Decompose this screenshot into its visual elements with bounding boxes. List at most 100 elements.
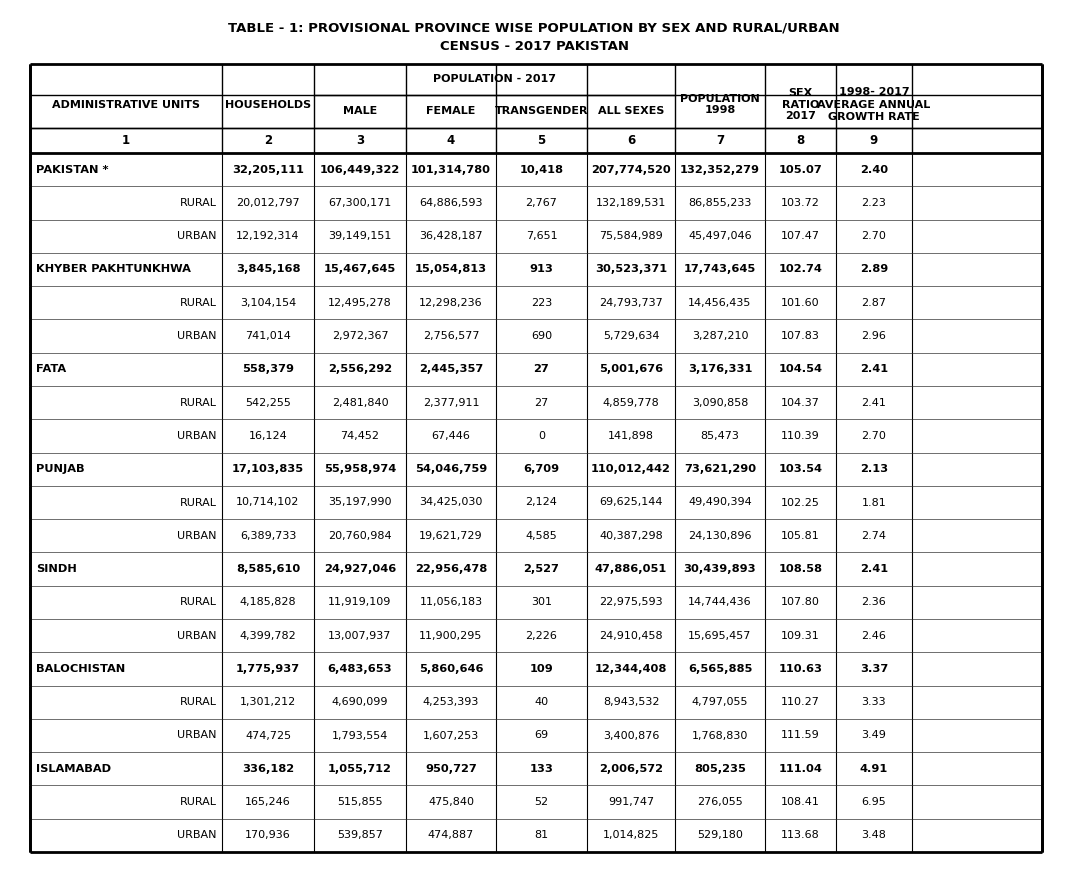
- Text: 3.49: 3.49: [862, 731, 886, 740]
- Text: 539,857: 539,857: [337, 830, 383, 840]
- Text: 2.40: 2.40: [860, 165, 889, 174]
- Text: 39,149,151: 39,149,151: [328, 231, 392, 241]
- Text: 103.72: 103.72: [781, 198, 820, 208]
- Text: 17,103,835: 17,103,835: [232, 465, 304, 474]
- Text: 15,695,457: 15,695,457: [688, 631, 752, 641]
- Text: 474,725: 474,725: [245, 731, 292, 740]
- Text: 69: 69: [534, 731, 549, 740]
- Text: PAKISTAN *: PAKISTAN *: [36, 165, 109, 174]
- Text: 24,130,896: 24,130,896: [688, 530, 752, 541]
- Text: 3,176,331: 3,176,331: [688, 364, 752, 375]
- Text: 34,425,030: 34,425,030: [420, 498, 483, 507]
- Text: 110.63: 110.63: [779, 664, 822, 674]
- Text: 2.89: 2.89: [860, 264, 889, 274]
- Text: HOUSEHOLDS: HOUSEHOLDS: [225, 100, 311, 109]
- Text: 81: 81: [534, 830, 549, 840]
- Text: 2.96: 2.96: [862, 331, 886, 341]
- Text: 49,490,394: 49,490,394: [688, 498, 752, 507]
- Text: 7: 7: [716, 134, 724, 147]
- Text: ADMINISTRATIVE UNITS: ADMINISTRATIVE UNITS: [52, 100, 200, 109]
- Text: 2,445,357: 2,445,357: [419, 364, 483, 375]
- Text: 207,774,520: 207,774,520: [591, 165, 671, 174]
- Text: 108.41: 108.41: [781, 797, 820, 807]
- Text: 2,226: 2,226: [525, 631, 557, 641]
- Text: 690: 690: [531, 331, 552, 341]
- Text: 3.48: 3.48: [862, 830, 886, 840]
- Text: 107.80: 107.80: [781, 597, 820, 607]
- Text: 2.70: 2.70: [862, 431, 886, 441]
- Text: 32,205,111: 32,205,111: [232, 165, 304, 174]
- Text: URBAN: URBAN: [177, 830, 217, 840]
- Text: 4.91: 4.91: [860, 764, 889, 773]
- Text: 105.81: 105.81: [781, 530, 820, 541]
- Text: 111.04: 111.04: [779, 764, 822, 773]
- Text: 223: 223: [531, 298, 552, 308]
- Text: 110.27: 110.27: [781, 697, 820, 708]
- Text: 24,793,737: 24,793,737: [599, 298, 663, 308]
- Text: 1,768,830: 1,768,830: [692, 731, 749, 740]
- Text: 141,898: 141,898: [608, 431, 654, 441]
- Text: 27: 27: [534, 364, 549, 375]
- Text: 6: 6: [627, 134, 635, 147]
- Text: MALE: MALE: [343, 107, 377, 117]
- Text: 85,473: 85,473: [701, 431, 739, 441]
- Text: 515,855: 515,855: [337, 797, 382, 807]
- Text: 542,255: 542,255: [245, 398, 290, 408]
- Text: 2.23: 2.23: [862, 198, 886, 208]
- Text: 6.95: 6.95: [862, 797, 886, 807]
- Text: 3.37: 3.37: [860, 664, 889, 674]
- Text: 4,859,778: 4,859,778: [602, 398, 659, 408]
- Text: 6,483,653: 6,483,653: [328, 664, 392, 674]
- Text: 13,007,937: 13,007,937: [328, 631, 392, 641]
- Text: 110.39: 110.39: [781, 431, 820, 441]
- Text: 2.46: 2.46: [862, 631, 886, 641]
- Text: 170,936: 170,936: [246, 830, 290, 840]
- Text: 101.60: 101.60: [781, 298, 820, 308]
- Text: 105.07: 105.07: [779, 165, 822, 174]
- Text: 1.81: 1.81: [862, 498, 886, 507]
- Text: 2.41: 2.41: [860, 364, 889, 375]
- Text: 7,651: 7,651: [525, 231, 557, 241]
- Text: 3,287,210: 3,287,210: [692, 331, 749, 341]
- Text: 15,054,813: 15,054,813: [415, 264, 487, 274]
- Text: 64,886,593: 64,886,593: [420, 198, 483, 208]
- Text: 47,886,051: 47,886,051: [595, 564, 668, 574]
- Text: 107.47: 107.47: [781, 231, 820, 241]
- Text: 1,301,212: 1,301,212: [240, 697, 296, 708]
- Text: RURAL: RURAL: [180, 697, 217, 708]
- Text: 16,124: 16,124: [249, 431, 287, 441]
- Text: 2.41: 2.41: [862, 398, 886, 408]
- Text: RURAL: RURAL: [180, 597, 217, 607]
- Text: 10,418: 10,418: [519, 165, 564, 174]
- Text: 20,012,797: 20,012,797: [236, 198, 300, 208]
- Text: 2,767: 2,767: [525, 198, 557, 208]
- Text: 35,197,990: 35,197,990: [328, 498, 392, 507]
- Text: 913: 913: [530, 264, 553, 274]
- Text: 4,253,393: 4,253,393: [423, 697, 480, 708]
- Text: 103.54: 103.54: [779, 465, 822, 474]
- Text: 8,943,532: 8,943,532: [602, 697, 659, 708]
- Text: 1,055,712: 1,055,712: [328, 764, 392, 773]
- Text: RURAL: RURAL: [180, 198, 217, 208]
- Text: ALL SEXES: ALL SEXES: [598, 107, 664, 117]
- Text: 4,185,828: 4,185,828: [239, 597, 296, 607]
- Text: 8,585,610: 8,585,610: [236, 564, 300, 574]
- Text: POPULATION - 2017: POPULATION - 2017: [433, 75, 556, 85]
- Text: 4: 4: [446, 134, 455, 147]
- Text: 1998- 2017
AVERAGE ANNUAL
GROWTH RATE: 1998- 2017 AVERAGE ANNUAL GROWTH RATE: [817, 87, 930, 122]
- Text: 11,900,295: 11,900,295: [420, 631, 483, 641]
- Text: 22,975,593: 22,975,593: [599, 597, 663, 607]
- Text: 3,400,876: 3,400,876: [602, 731, 659, 740]
- Text: 529,180: 529,180: [697, 830, 743, 840]
- Text: 27: 27: [534, 398, 549, 408]
- Text: 9: 9: [869, 134, 878, 147]
- Text: 336,182: 336,182: [242, 764, 294, 773]
- Text: 12,192,314: 12,192,314: [236, 231, 300, 241]
- Text: SINDH: SINDH: [36, 564, 77, 574]
- Text: 276,055: 276,055: [697, 797, 743, 807]
- Text: 5: 5: [537, 134, 546, 147]
- Text: 73,621,290: 73,621,290: [684, 465, 756, 474]
- Text: 2,756,577: 2,756,577: [423, 331, 480, 341]
- Text: 2.74: 2.74: [862, 530, 886, 541]
- Text: URBAN: URBAN: [177, 331, 217, 341]
